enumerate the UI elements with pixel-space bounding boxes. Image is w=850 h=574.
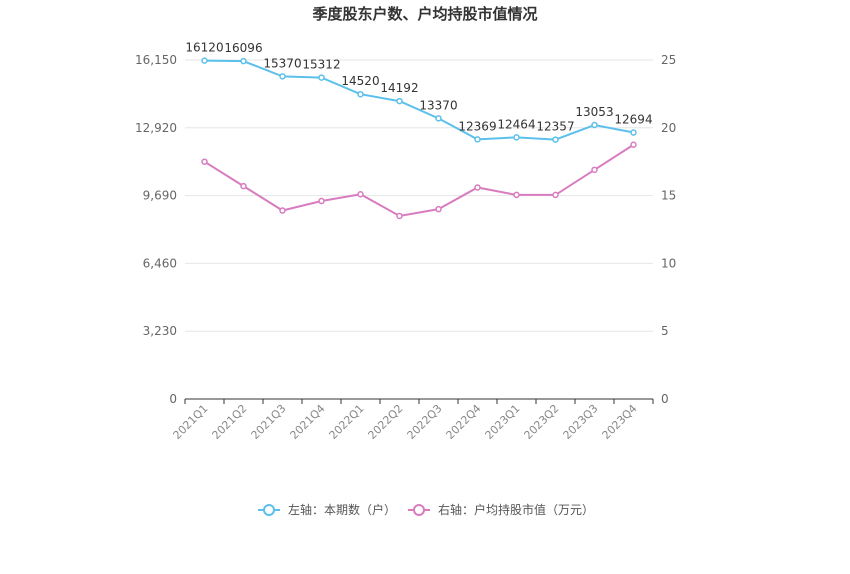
data-point[interactable]	[318, 74, 325, 81]
data-label: 12464	[497, 117, 535, 131]
legend-label: 左轴：本期数（户）	[288, 502, 396, 517]
grid	[185, 59, 653, 332]
right-tick-label: 20	[661, 121, 676, 135]
data-label: 13053	[575, 105, 613, 119]
x-tick-label: 2023Q2	[522, 402, 562, 442]
series-line-1	[204, 59, 634, 141]
chart-title: 季度股东户数、户均持股市值情况	[312, 5, 537, 23]
right-tick-label: 25	[661, 53, 676, 67]
left-axis-ticks: 0 3,230 6,460 9,690 12,920 16,150	[135, 53, 177, 406]
data-point[interactable]	[201, 158, 208, 165]
data-label: 14192	[380, 81, 418, 95]
legend-marker	[413, 504, 425, 516]
data-point[interactable]	[279, 73, 286, 80]
legend-item-1[interactable]: 左轴：本期数（户）	[258, 502, 396, 517]
data-label: 12694	[614, 113, 652, 127]
x-tick-label: 2021Q3	[249, 402, 289, 442]
left-tick-label: 9,690	[143, 189, 177, 203]
data-label: 13370	[419, 98, 457, 112]
x-tick-label: 2023Q3	[561, 402, 601, 442]
data-point[interactable]	[318, 197, 325, 205]
x-tick-label: 2023Q1	[483, 402, 523, 442]
right-tick-label: 10	[661, 256, 676, 270]
data-point[interactable]	[396, 97, 403, 105]
x-tick-label: 2021Q2	[210, 402, 250, 442]
data-point[interactable]	[396, 212, 403, 220]
left-tick-label: 12,920	[135, 121, 177, 135]
legend-item-2[interactable]: 右轴：户均持股市值（万元）	[408, 502, 594, 517]
x-tick-label: 2022Q3	[405, 402, 445, 442]
data-point[interactable]	[357, 90, 364, 98]
x-tick-label: 2023Q4	[600, 402, 640, 442]
data-point[interactable]	[201, 57, 208, 64]
data-label: 12369	[458, 119, 496, 133]
data-label: 16120	[185, 41, 223, 55]
right-tick-label: 5	[661, 324, 669, 338]
right-tick-label: 0	[661, 392, 669, 406]
legend-marker	[263, 504, 275, 516]
data-label: 12357	[536, 120, 574, 134]
data-point[interactable]	[591, 166, 598, 174]
x-tick-label: 2021Q1	[171, 402, 211, 442]
data-point[interactable]	[591, 121, 598, 129]
legend-label: 右轴：户均持股市值（万元）	[438, 502, 594, 517]
data-point[interactable]	[474, 184, 481, 191]
data-point[interactable]	[357, 190, 364, 198]
x-tick-label: 2022Q1	[327, 402, 367, 442]
data-point[interactable]	[513, 134, 520, 141]
x-tick-label: 2022Q2	[366, 402, 406, 442]
right-axis-ticks: 0 5 10 15 20 25	[661, 53, 676, 406]
data-label: 15312	[302, 58, 340, 72]
data-point[interactable]	[513, 191, 520, 199]
legend[interactable]: 左轴：本期数（户） 右轴：户均持股市值（万元）	[258, 502, 594, 517]
data-point[interactable]	[552, 136, 559, 143]
left-tick-label: 16,150	[135, 53, 177, 67]
data-point[interactable]	[630, 141, 637, 148]
right-tick-label: 15	[661, 189, 676, 203]
data-point[interactable]	[240, 182, 247, 190]
data-point[interactable]	[279, 207, 286, 214]
data-point[interactable]	[630, 129, 637, 136]
data-point[interactable]	[435, 115, 442, 122]
data-point[interactable]	[240, 57, 247, 65]
left-tick-label: 0	[169, 392, 177, 406]
data-point[interactable]	[552, 191, 559, 199]
x-tick-label: 2022Q4	[444, 402, 484, 442]
data-point[interactable]	[435, 205, 442, 213]
left-tick-label: 6,460	[143, 256, 177, 270]
left-tick-label: 3,230	[143, 324, 177, 338]
series-line-2	[203, 143, 635, 217]
data-label: 15370	[263, 56, 301, 70]
data-label: 14520	[341, 74, 379, 88]
x-tick-label: 2021Q4	[288, 402, 328, 442]
x-axis-ticks: 2021Q12021Q22021Q32021Q42022Q12022Q22022…	[171, 399, 654, 442]
data-point[interactable]	[474, 136, 481, 143]
data-label: 16096	[224, 41, 262, 55]
